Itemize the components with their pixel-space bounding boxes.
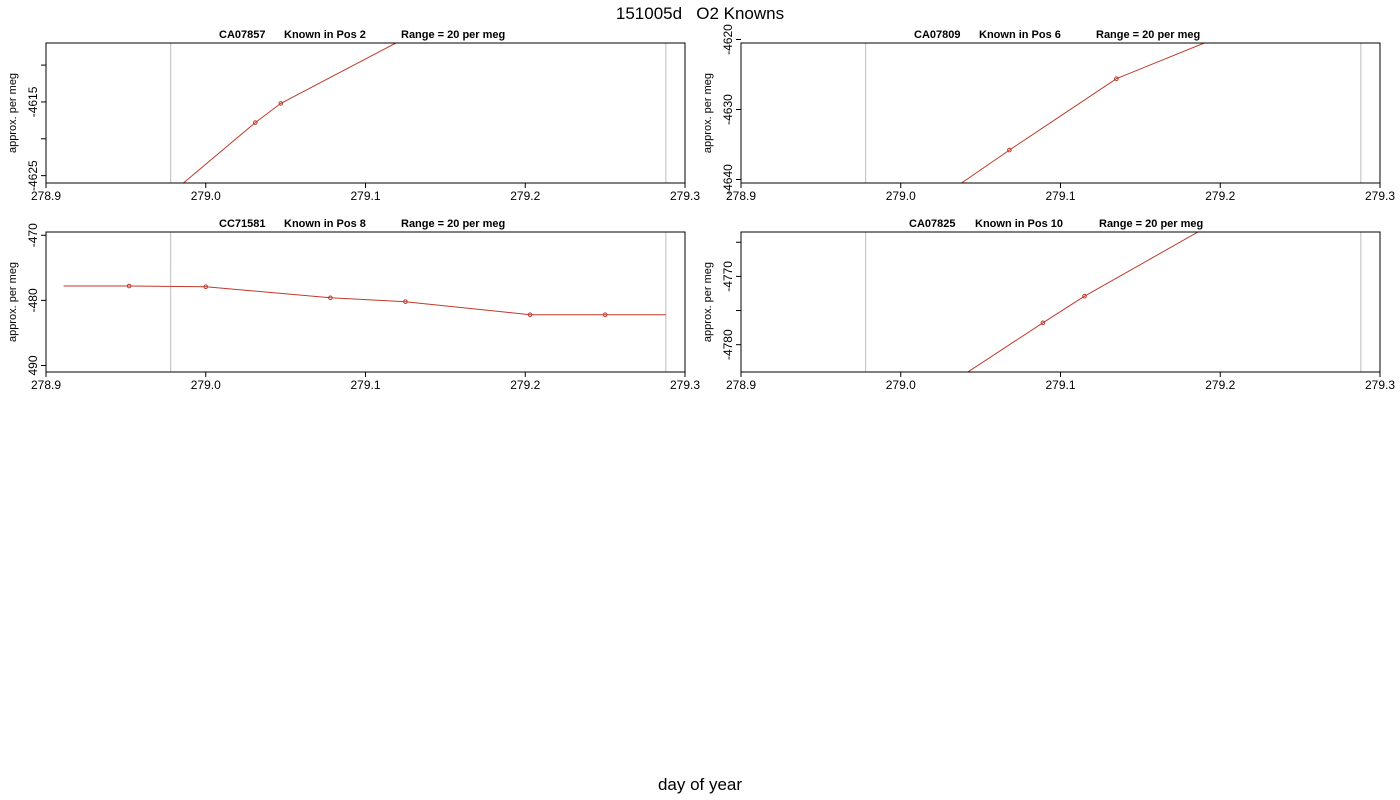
y-axis-title: approx. per meg xyxy=(7,73,19,153)
x-axis-title: day of year xyxy=(657,775,743,794)
data-point-2 xyxy=(278,101,284,106)
x-tick-label-4: 279.2 xyxy=(1205,189,1235,203)
x-tick-label-1: 278.9 xyxy=(31,189,61,203)
x-tick-label-1: 278.9 xyxy=(31,378,61,392)
panel-CC71581: 278.9 279.0 279.1 279.2 279.3 490 -480 -470 appr… xyxy=(7,218,700,392)
plot-frame xyxy=(45,42,686,184)
y-axis-title: approx. per meg xyxy=(7,262,19,342)
x-tick-label-3: 279.1 xyxy=(1045,378,1075,392)
figure-title: 151005d O2 Knowns xyxy=(615,4,785,23)
panel-title-part-2: Known in Pos 6 xyxy=(979,29,1061,41)
y-tick-label-2: -480 xyxy=(26,288,40,312)
panel-title-part-1: CA07825 xyxy=(909,218,955,230)
series-line xyxy=(961,43,1205,183)
series-line xyxy=(967,232,1199,372)
y-axis-title: approx. per meg xyxy=(702,73,714,153)
y-tick-label-3: -4615 xyxy=(26,86,40,117)
x-tick-label-5: 279.3 xyxy=(670,378,700,392)
x-tick-label-2: 279.0 xyxy=(886,189,916,203)
x-tick-label-2: 279.0 xyxy=(191,378,221,392)
x-tick-label-5: 279.3 xyxy=(670,189,700,203)
panel-title-part-3: Range = 20 per meg xyxy=(401,29,505,41)
data-point-1 xyxy=(1007,147,1012,153)
data-point-1 xyxy=(126,283,132,289)
y-tick-label-3: -470 xyxy=(26,223,40,247)
panel-CA07857: 278.9 279.0 279.1 279.2 279.3 -4625 -4615 appro… xyxy=(7,29,700,203)
data-point-1 xyxy=(1040,320,1046,326)
x-tick-label-2: 279.0 xyxy=(191,189,221,203)
y-tick-label-3: -4620 xyxy=(721,24,735,55)
x-tick-label-5: 279.3 xyxy=(1365,378,1395,392)
y-tick-label-1: 490 xyxy=(26,355,40,375)
y-tick-label-1: -4625 xyxy=(26,160,40,191)
data-point-1 xyxy=(252,120,258,125)
x-tick-label-5: 279.3 xyxy=(1365,189,1395,203)
panel-title-part-1: CA07809 xyxy=(914,29,960,41)
x-tick-label-4: 279.2 xyxy=(510,378,540,392)
series-line xyxy=(63,285,666,316)
plot-frame xyxy=(45,231,686,373)
panel-title-part-2: Known in Pos 10 xyxy=(975,218,1063,230)
plot-frame xyxy=(740,42,1381,184)
x-tick-label-3: 279.1 xyxy=(1045,189,1075,203)
data-point-6 xyxy=(602,312,608,317)
panel-title-part-2: Known in Pos 2 xyxy=(284,29,366,41)
data-point-2 xyxy=(203,284,209,289)
data-point-3 xyxy=(328,295,333,301)
y-tick-label-1: -4780 xyxy=(721,329,735,360)
x-tick-label-2: 279.0 xyxy=(886,378,916,392)
data-point-5 xyxy=(527,312,533,317)
data-point-4 xyxy=(403,299,408,304)
data-point-2 xyxy=(1082,293,1087,299)
series-line xyxy=(183,43,397,183)
y-tick-label-2: -4630 xyxy=(721,94,735,125)
panel-title-part-3: Range = 20 per meg xyxy=(1096,29,1200,41)
y-axis-title: approx. per meg xyxy=(702,262,714,342)
y-tick-label-1: -4640 xyxy=(721,164,735,195)
data-point-2 xyxy=(1114,76,1119,81)
panel-CA07809: 278.9 279.0 279.1 279.2 279.3 -4640 -4630 -4620… xyxy=(702,24,1395,203)
x-tick-label-4: 279.2 xyxy=(510,189,540,203)
panel-title-part-2: Known in Pos 8 xyxy=(284,218,366,230)
x-tick-label-1: 278.9 xyxy=(726,189,756,203)
panel-title-part-3: Range = 20 per meg xyxy=(401,218,505,230)
panel-title-part-1: CC71581 xyxy=(219,218,265,230)
y-tick-label-3: -4770 xyxy=(721,261,735,292)
x-tick-label-3: 279.1 xyxy=(350,189,380,203)
plot-frame xyxy=(740,231,1381,373)
x-tick-label-4: 279.2 xyxy=(1205,378,1235,392)
x-tick-label-1: 278.9 xyxy=(726,378,756,392)
panel-title-part-1: CA07857 xyxy=(219,29,265,41)
panel-CA07825: 278.9 279.0 279.1 279.2 279.3 -4780 -4770 appro… xyxy=(702,218,1395,392)
panel-title-part-3: Range = 20 per meg xyxy=(1099,218,1203,230)
x-tick-label-3: 279.1 xyxy=(350,378,380,392)
